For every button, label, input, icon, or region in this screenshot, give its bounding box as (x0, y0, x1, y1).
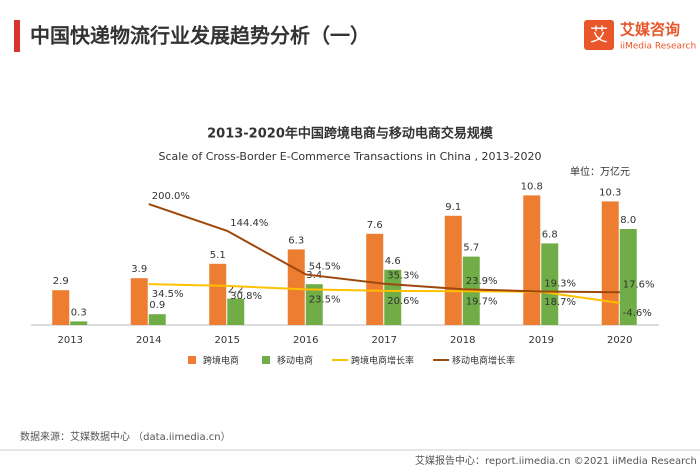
x-tick-label: 2014 (136, 335, 161, 346)
line-value-label: 23.9% (466, 276, 498, 287)
bar-value-label: 7.6 (367, 220, 383, 231)
line-value-label: 19.7% (466, 296, 498, 307)
line-value-label: 144.4% (230, 218, 268, 229)
bar (70, 321, 88, 325)
bar-value-label: 2.2 (228, 285, 244, 296)
legend-label: 移动电商增长率 (452, 355, 515, 367)
logo-subtext: iiMedia Research (620, 42, 696, 52)
bar-value-label: 6.3 (288, 235, 304, 246)
bar (305, 284, 323, 325)
x-tick-label: 2020 (607, 335, 632, 346)
bar-value-label: 0.3 (71, 307, 87, 318)
line-value-label: -4.6% (623, 308, 652, 319)
logo-glyph: 艾 (590, 25, 608, 46)
line-value-label: 17.6% (623, 279, 655, 290)
x-tick-label: 2013 (58, 335, 83, 346)
line-value-label: 19.3% (544, 278, 576, 289)
logo-icon (584, 20, 614, 50)
legend-label: 跨境电商 (203, 355, 239, 367)
line-value-label: 30.8% (230, 291, 262, 302)
line-value-label: 20.6% (387, 296, 419, 307)
legend-swatch (188, 356, 196, 364)
logo-text: 艾媒咨询 (620, 21, 680, 39)
bar-value-label: 10.8 (521, 181, 543, 192)
legend-swatch (262, 356, 271, 364)
bar (601, 201, 619, 325)
line-value-label: 54.5% (309, 261, 341, 272)
line-value-label: 23.5% (309, 294, 341, 305)
line-value-label: 35.3% (387, 271, 419, 282)
bar-value-label: 5.7 (463, 243, 479, 254)
line-value-label: 200.0% (152, 191, 190, 202)
line-value-label: 34.5% (152, 289, 184, 300)
bar (619, 229, 637, 325)
line-value-label: 18.7% (544, 297, 576, 308)
bar (444, 215, 462, 325)
page-title: 中国快递物流行业发展趋势分析（一） (30, 24, 370, 48)
title-accent (14, 20, 20, 52)
bar (366, 233, 384, 325)
bar (287, 249, 305, 325)
bar-value-label: 9.1 (445, 202, 461, 213)
legend-label: 移动电商 (277, 355, 313, 367)
bar-value-label: 5.1 (210, 250, 226, 261)
bar (541, 243, 559, 325)
x-tick-label: 2017 (372, 335, 397, 346)
bar (130, 278, 148, 325)
x-tick-label: 2016 (293, 335, 318, 346)
bar (148, 314, 166, 325)
bar-value-label: 2.9 (53, 276, 69, 287)
bar (52, 290, 70, 325)
chart-title: 2013-2020年中国跨境电商与移动电商交易规模 (207, 126, 494, 142)
x-tick-label: 2019 (529, 335, 554, 346)
footer: 艾媒报告中心：report.iimedia.cn ©2021 iiMedia R… (415, 454, 700, 467)
x-tick-label: 2015 (215, 335, 240, 346)
bar (523, 195, 541, 325)
line (148, 203, 620, 294)
bar-value-label: 6.8 (542, 229, 558, 240)
legend-label: 跨境电商增长率 (351, 355, 414, 367)
x-tick-label: 2018 (450, 335, 475, 346)
chart-subtitle: Scale of Cross-Border E-Commerce Transac… (159, 150, 542, 163)
bar-value-label: 0.9 (149, 300, 165, 311)
bar (227, 298, 245, 325)
bar-value-label: 4.6 (385, 256, 401, 267)
bar (209, 263, 227, 325)
source: 数据来源：艾媒数据中心 （data.iimedia.cn） (20, 430, 231, 443)
unit-label: 单位：万亿元 (570, 165, 630, 178)
bar-value-label: 3.9 (131, 264, 147, 275)
bar-value-label: 10.3 (599, 187, 621, 198)
bar-value-label: 8.0 (620, 215, 636, 226)
